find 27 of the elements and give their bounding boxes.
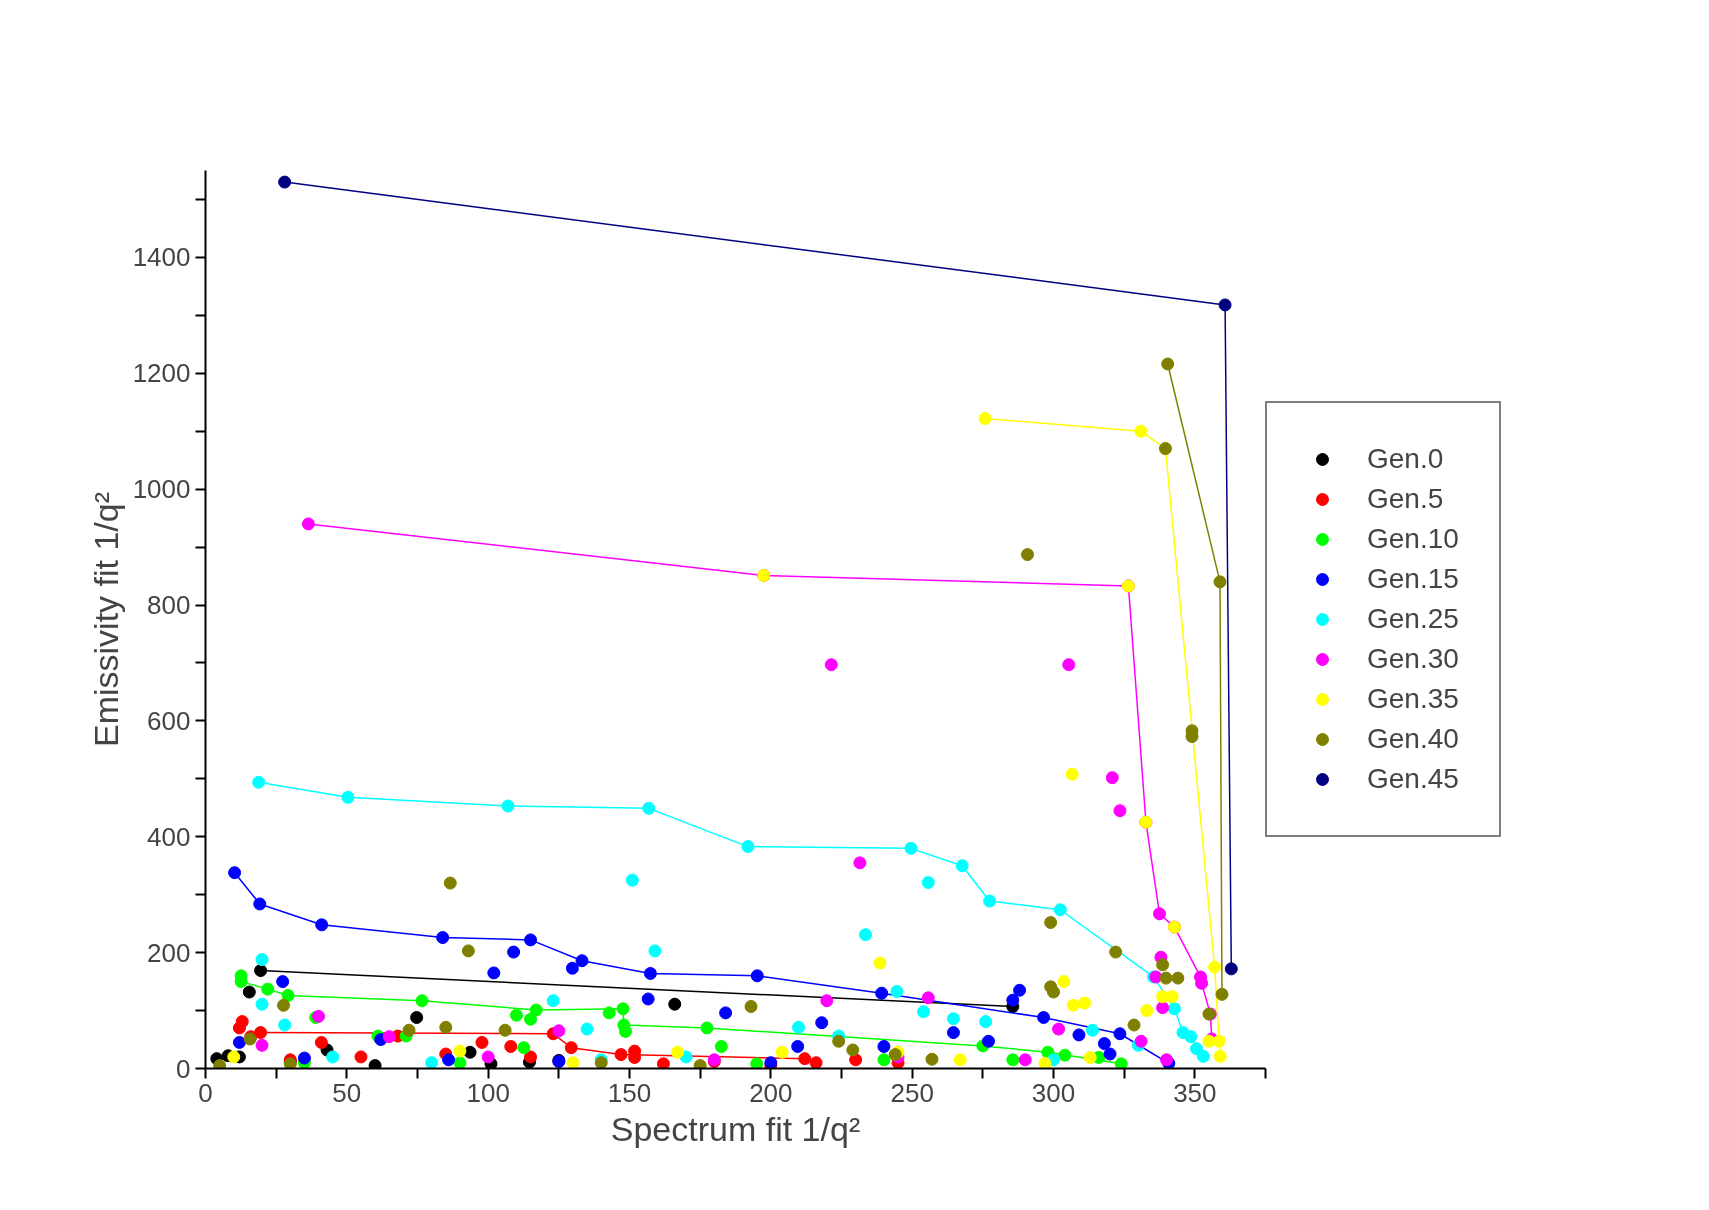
y-tick-label: 600: [147, 705, 191, 736]
legend-label: Gen.0: [1367, 443, 1444, 475]
x-tick-label: 250: [890, 1077, 934, 1108]
x-tick-label: 200: [749, 1077, 793, 1108]
legend-label: Gen.10: [1367, 523, 1459, 555]
y-tick-label: 400: [147, 821, 191, 852]
x-tick-label: 100: [466, 1077, 510, 1108]
y-axis-title: Emissivity fit 1/q²: [86, 491, 125, 748]
legend-label: Gen.5: [1367, 483, 1444, 515]
legend-label: Gen.45: [1367, 763, 1459, 795]
y-tick-label: 200: [147, 937, 191, 968]
legend-label: Gen.25: [1367, 603, 1459, 635]
legend-label: Gen.30: [1367, 643, 1459, 675]
y-tick-label: 800: [147, 590, 191, 621]
legend-label: Gen.15: [1367, 563, 1459, 595]
x-tick-label: 0: [198, 1077, 213, 1108]
x-tick-label: 50: [332, 1077, 362, 1108]
y-tick-label: 1000: [132, 474, 191, 505]
legend-label: Gen.40: [1367, 723, 1459, 755]
x-tick-label: 350: [1173, 1077, 1217, 1108]
x-tick-label: 150: [607, 1077, 652, 1108]
x-tick-label: 300: [1031, 1077, 1076, 1108]
x-axis-title: Spectrum fit 1/q²: [610, 1109, 861, 1148]
y-tick-label: 1400: [132, 242, 191, 273]
y-tick-label: 0: [176, 1053, 191, 1084]
legend-label: Gen.35: [1367, 683, 1459, 715]
y-tick-label: 1200: [132, 358, 191, 389]
